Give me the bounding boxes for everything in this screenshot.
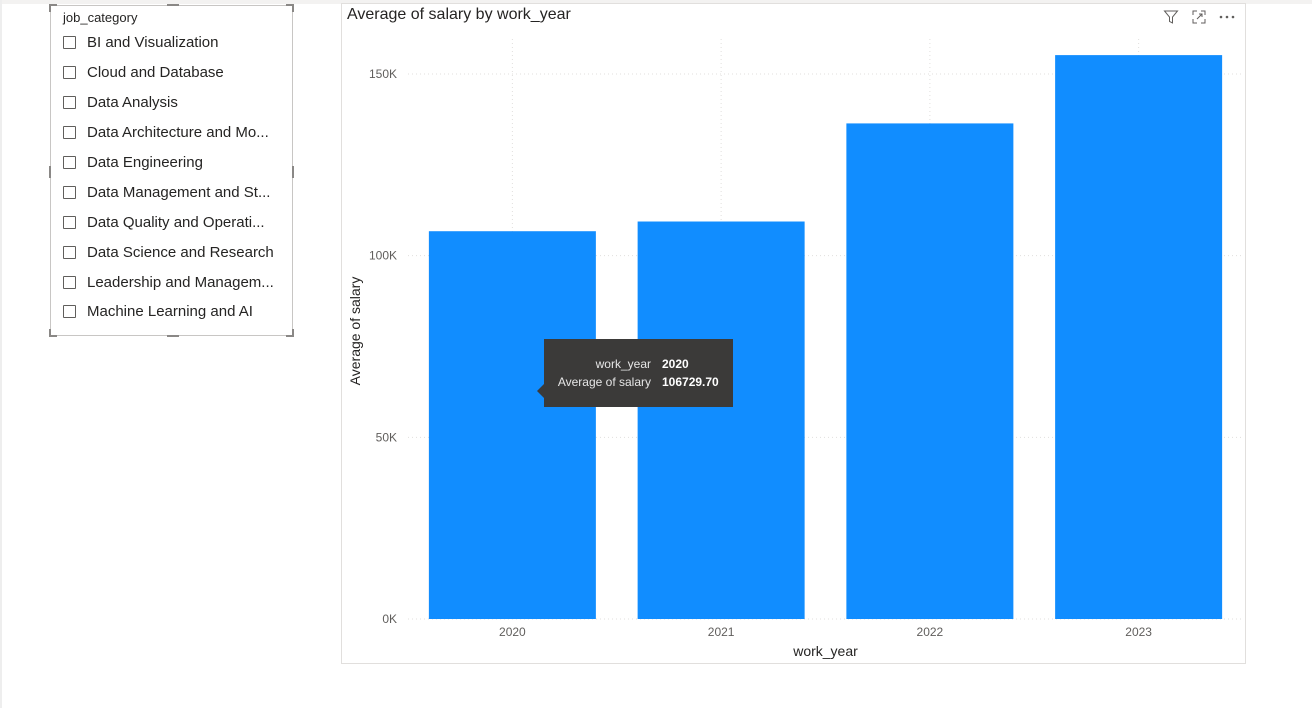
checkbox[interactable] [63, 275, 76, 289]
slicer-item[interactable]: Machine Learning and AI [63, 297, 291, 327]
resize-handle-top-right[interactable] [286, 4, 294, 12]
page-top-strip [0, 0, 1312, 4]
slicer-item-label: BI and Visualization [87, 34, 219, 52]
y-axis-title: Average of salary [347, 277, 363, 386]
slicer-item[interactable]: BI and Visualization [63, 28, 291, 58]
y-tick-label: 150K [369, 67, 397, 81]
more-options-icon[interactable] [1217, 8, 1237, 26]
slicer-list: BI and Visualization Cloud and Database … [63, 28, 291, 327]
bar[interactable] [637, 221, 805, 619]
tooltip-key: Average of salary [557, 375, 651, 389]
page-left-edge [0, 0, 2, 708]
x-tick-label: 2023 [1125, 625, 1152, 639]
bar[interactable] [428, 231, 596, 619]
resize-handle-bottom-right[interactable] [286, 329, 294, 337]
slicer-item-label: Leadership and Managem... [87, 273, 274, 291]
x-tick-label: 2020 [499, 625, 526, 639]
slicer-item[interactable]: Leadership and Managem... [63, 267, 291, 297]
slicer-item-label: Machine Learning and AI [87, 303, 253, 321]
checkbox[interactable] [63, 96, 76, 110]
y-tick-label: 100K [369, 249, 397, 263]
slicer-item[interactable]: Data Science and Research [63, 237, 291, 267]
x-tick-label: 2021 [708, 625, 735, 639]
slicer-item-label: Data Science and Research [87, 243, 274, 261]
tooltip-arrow [537, 384, 544, 398]
resize-handle-right[interactable] [292, 166, 294, 178]
chart-tooltip: work_year 2020 Average of salary 106729.… [537, 339, 733, 407]
resize-handle-bottom-left[interactable] [49, 329, 57, 337]
slicer-item[interactable]: Cloud and Database [63, 58, 291, 88]
bar[interactable] [1055, 55, 1223, 619]
slicer-header: job_category [63, 10, 138, 25]
resize-handle-left[interactable] [49, 166, 51, 178]
slicer-item[interactable]: Data Engineering [63, 148, 291, 178]
x-axis-title: work_year [792, 643, 858, 659]
checkbox[interactable] [63, 66, 76, 80]
slicer-item-label: Data Engineering [87, 154, 203, 171]
slicer-item[interactable]: Data Management and St... [63, 177, 291, 207]
resize-handle-bottom[interactable] [167, 335, 179, 337]
slicer-item-label: Data Quality and Operati... [87, 213, 265, 231]
slicer-item-label: Data Architecture and Mo... [87, 124, 269, 142]
resize-handle-top[interactable] [167, 4, 179, 6]
y-tick-label: 50K [376, 430, 397, 444]
checkbox[interactable] [63, 215, 76, 229]
tooltip-value: 2020 [662, 357, 689, 371]
checkbox[interactable] [63, 185, 76, 199]
focus-mode-icon[interactable] [1189, 8, 1209, 26]
filter-icon[interactable] [1161, 8, 1181, 26]
visual-header-actions [1161, 8, 1237, 26]
tooltip-value: 106729.70 [662, 375, 719, 389]
slicer-item[interactable]: Data Architecture and Mo... [63, 118, 291, 148]
tooltip-row: Average of salary 106729.70 [544, 375, 719, 389]
slicer-item-label: Cloud and Database [87, 64, 224, 82]
tooltip-key: work_year [595, 357, 651, 371]
slicer-item-label: Data Analysis [87, 94, 178, 112]
y-tick-label: 0K [382, 612, 397, 626]
slicer-item-label: Data Management and St... [87, 183, 271, 201]
checkbox[interactable] [63, 156, 76, 169]
bar[interactable] [846, 123, 1014, 619]
checkbox[interactable] [63, 245, 76, 259]
checkbox[interactable] [63, 36, 76, 50]
slicer-item[interactable]: Data Quality and Operati... [63, 207, 291, 237]
chart-canvas[interactable]: 0K 50K 100K 150K 2020 2021 2022 2023 work_year Av… [342, 4, 1245, 663]
checkbox[interactable] [63, 126, 76, 140]
salary-chart-visual[interactable]: 0K 50K 100K 150K 2020 2021 2022 2023 work_year Av… [341, 3, 1246, 664]
resize-handle-top-left[interactable] [49, 4, 57, 12]
tooltip-row: work_year 2020 [544, 357, 689, 371]
job-category-slicer[interactable]: job_category BI and Visualization Cloud … [49, 4, 294, 337]
x-tick-label: 2022 [917, 625, 944, 639]
slicer-item[interactable]: Data Analysis [63, 88, 291, 118]
checkbox[interactable] [63, 305, 76, 319]
visual-title: Average of salary by work_year [347, 6, 571, 23]
